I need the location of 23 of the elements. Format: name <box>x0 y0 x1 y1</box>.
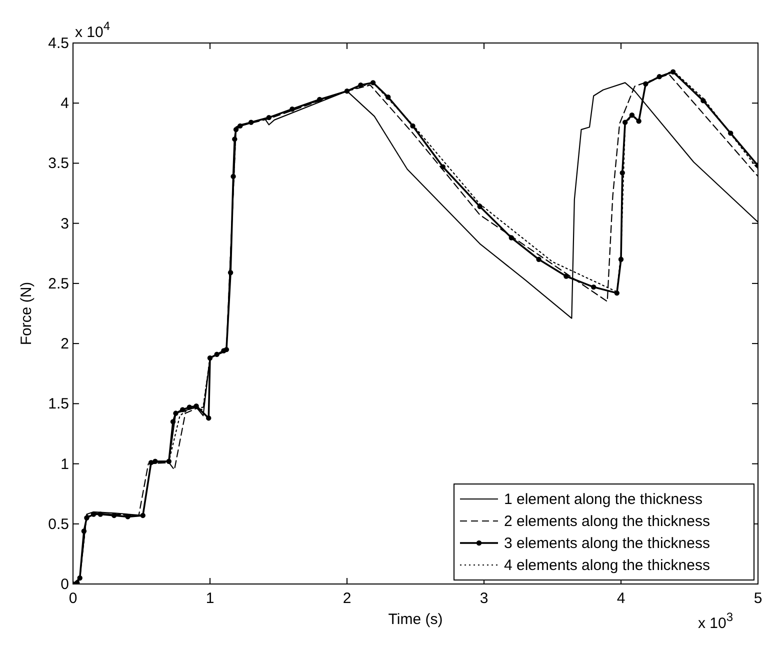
y-tick-label: 0 <box>60 576 69 593</box>
y-axis-title: Force (N) <box>18 282 35 346</box>
x-tick-label: 1 <box>206 590 214 607</box>
legend-label: 3 elements along the thickness <box>504 535 710 552</box>
x-tick-label: 4 <box>616 590 626 607</box>
text: x 10$^{3}$ <box>698 610 734 632</box>
y-tick-label: 3 <box>60 215 69 232</box>
legend-label: 1 element along the thickness <box>504 491 702 508</box>
text: x 10$^{4}$ <box>75 19 110 41</box>
x-axis-title: Time (s) <box>388 611 443 628</box>
x-tick-label: 5 <box>754 590 762 607</box>
legend-label: 4 elements along the thickness <box>504 557 710 574</box>
y-tick-label: 2 <box>60 336 69 353</box>
x-tick-label: 3 <box>480 590 488 607</box>
legend-label: 2 elements along the thickness <box>504 513 710 530</box>
y-tick-label: 3.5 <box>48 155 69 172</box>
y-tick-label: 1 <box>60 456 69 473</box>
y-tick-label: 1.5 <box>48 396 69 413</box>
x-tick-label: 2 <box>342 590 352 607</box>
y-tick-label: 0.5 <box>48 516 69 533</box>
y-tick-label: 2.5 <box>48 275 69 292</box>
y-tick-label: 4 <box>60 95 69 112</box>
y-tick-label: 4.5 <box>48 35 69 52</box>
